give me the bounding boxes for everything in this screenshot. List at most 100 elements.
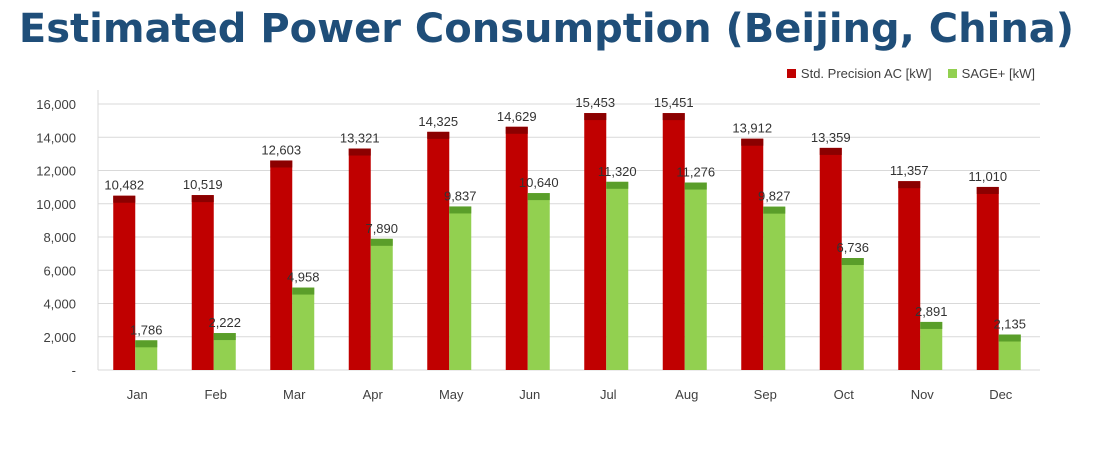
bar-sage [920, 321, 943, 370]
x-tick-label: Aug [675, 387, 698, 402]
bar-sage [684, 182, 707, 370]
x-tick-label: Nov [911, 387, 935, 402]
x-tick-label: Oct [834, 387, 855, 402]
x-tick-label: Jun [519, 387, 540, 402]
bar-sage [763, 206, 786, 370]
bar-std-ac [898, 181, 921, 370]
data-label-std-ac: 11,357 [890, 163, 929, 178]
x-tick-label: Apr [363, 387, 384, 402]
x-tick-label: Jul [600, 387, 617, 402]
bar-sage [135, 340, 158, 370]
bar-sage [370, 238, 393, 370]
bar-cap-sage [684, 182, 707, 190]
y-tick-label: 8,000 [43, 230, 76, 245]
data-label-sage: 4,958 [287, 270, 320, 285]
bar-cap-sage [370, 238, 393, 246]
legend: Std. Precision AC [kW] SAGE+ [kW] [786, 66, 1035, 81]
y-tick-label: 14,000 [36, 130, 76, 145]
bar-cap-std-ac [270, 160, 293, 168]
bar-std-ac [505, 126, 528, 370]
data-label-sage: 2,222 [208, 315, 241, 330]
bar-cap-std-ac [898, 181, 921, 189]
bar-std-ac [584, 113, 607, 370]
bar-cap-sage [135, 340, 158, 348]
data-label-sage: 2,135 [993, 317, 1026, 332]
bar-cap-std-ac [976, 186, 999, 194]
bar-cap-std-ac [191, 195, 214, 203]
legend-item-std-ac: Std. Precision AC [kW] [786, 66, 932, 81]
bar-std-ac [662, 113, 685, 370]
bar-cap-sage [213, 333, 236, 341]
bar-std-ac [270, 160, 293, 370]
legend-label-sage: SAGE+ [kW] [961, 66, 1035, 81]
bar-cap-std-ac [741, 138, 764, 146]
bar-std-ac [348, 148, 371, 370]
bar-sage [998, 334, 1021, 370]
data-label-std-ac: 12,603 [261, 142, 301, 157]
y-tick-label: 2,000 [43, 330, 76, 345]
data-label-std-ac: 15,451 [654, 95, 694, 110]
x-tick-label: Dec [989, 387, 1013, 402]
bar-sage [449, 206, 472, 370]
x-tick-label: Jan [127, 387, 148, 402]
data-label-std-ac: 14,629 [497, 109, 537, 124]
bar-std-ac [976, 186, 999, 370]
data-label-sage: 11,276 [676, 165, 715, 180]
data-label-std-ac: 14,325 [418, 114, 458, 129]
bar-std-ac [819, 147, 842, 370]
data-label-std-ac: 15,453 [575, 95, 615, 110]
data-label-std-ac: 11,010 [968, 169, 1007, 184]
chart-title: Estimated Power Consumption (Beijing, Ch… [18, 6, 1075, 52]
bar-cap-sage [763, 206, 786, 214]
data-label-std-ac: 13,321 [340, 131, 380, 146]
bar-cap-sage [449, 206, 472, 214]
data-label-sage: 6,736 [836, 240, 869, 255]
data-label-std-ac: 10,482 [104, 178, 144, 193]
x-tick-label: Mar [283, 387, 306, 402]
bar-cap-sage [292, 287, 315, 295]
data-label-sage: 9,837 [444, 188, 477, 203]
bar-cap-std-ac [819, 147, 842, 155]
bar-sage [841, 258, 864, 370]
bar-cap-std-ac [113, 195, 136, 203]
data-label-std-ac: 13,912 [732, 121, 772, 136]
legend-swatch-sage [947, 69, 957, 78]
bar-cap-sage [841, 258, 864, 266]
data-label-sage: 2,891 [915, 304, 948, 319]
bar-cap-std-ac [662, 113, 685, 121]
data-label-sage: 10,640 [519, 175, 559, 190]
y-tick-label: 6,000 [43, 263, 76, 278]
y-tick-label: 16,000 [36, 97, 76, 112]
data-label-sage: 1,786 [130, 322, 163, 337]
x-tick-label: May [439, 387, 464, 402]
legend-label-std-ac: Std. Precision AC [kW] [800, 66, 932, 81]
data-label-sage: 7,890 [365, 221, 398, 236]
bar-cap-std-ac [584, 113, 607, 121]
bar-cap-std-ac [505, 126, 528, 134]
legend-swatch-std-ac [786, 69, 796, 78]
bar-sage [292, 287, 315, 370]
bar-cap-sage [606, 181, 629, 189]
bar-cap-sage [920, 321, 943, 329]
y-tick-label: 10,000 [36, 197, 76, 212]
bar-sage [213, 333, 236, 370]
y-tick-label: 12,000 [36, 164, 76, 179]
y-tick-label: 4,000 [43, 297, 76, 312]
bar-std-ac [113, 195, 136, 370]
data-label-std-ac: 10,519 [183, 177, 223, 192]
y-tick-label: - [72, 363, 76, 378]
x-tick-label: Feb [205, 387, 227, 402]
legend-item-sage: SAGE+ [kW] [947, 66, 1035, 81]
bar-sage [606, 181, 629, 370]
x-tick-label: Sep [754, 387, 777, 402]
data-label-sage: 11,320 [598, 164, 637, 179]
bar-cap-std-ac [348, 148, 371, 156]
data-label-sage: 9,827 [758, 189, 791, 204]
bar-cap-sage [998, 334, 1021, 342]
bar-std-ac [427, 131, 450, 370]
data-label-std-ac: 13,359 [811, 130, 851, 145]
bar-cap-std-ac [427, 131, 450, 139]
bar-std-ac [191, 195, 214, 370]
bar-std-ac [741, 138, 764, 370]
